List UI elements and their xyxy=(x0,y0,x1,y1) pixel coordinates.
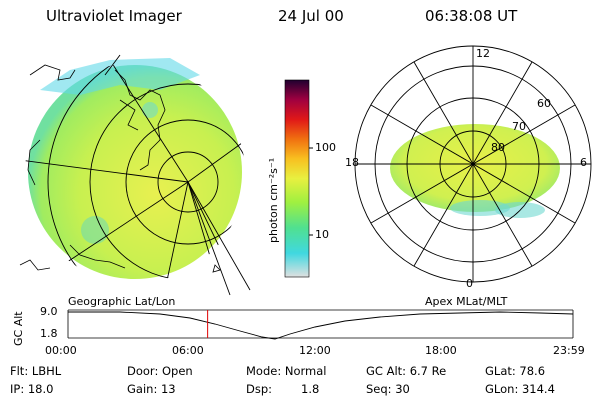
mlat-80-label: 80 xyxy=(491,141,505,154)
gain-info: Gain: 13 xyxy=(127,382,176,396)
apex-image xyxy=(390,124,560,218)
timeline-x-tick-1200: 12:00 xyxy=(299,344,331,357)
dsp-value: 1.8 xyxy=(301,382,320,396)
mlt-12-label: 12 xyxy=(476,47,490,60)
uv-emission-disk xyxy=(28,65,242,279)
mlt-6-label: 6 xyxy=(580,156,587,169)
instrument-title: Ultraviolet Imager xyxy=(46,7,182,25)
timeline-x-tick-0600: 06:00 xyxy=(172,344,204,357)
colorbar xyxy=(285,80,309,277)
apex-label: Apex MLat/MLT xyxy=(425,295,508,308)
ip-info: IP: 18.0 xyxy=(10,382,54,396)
seq-info: Seq: 30 xyxy=(366,382,410,396)
colorbar-tick-100: 100 xyxy=(315,141,336,154)
mlt-18-label: 18 xyxy=(345,156,359,169)
mode-info: Mode: Normal xyxy=(246,364,327,378)
colorbar-unit-label: photon cm⁻²s⁻¹ xyxy=(267,157,280,243)
geographic-image xyxy=(28,58,242,279)
timeline-y-tick-high: 9.0 xyxy=(40,305,58,318)
dsp-label: Dsp: xyxy=(246,382,273,396)
mlat-70-label: 70 xyxy=(512,120,526,133)
timeline-x-tick-1800: 18:00 xyxy=(425,344,457,357)
timeline-x-tick-0000: 00:00 xyxy=(45,344,77,357)
timeline-x-tick-2359: 23:59 xyxy=(553,344,585,357)
filter-info: Flt: LBHL xyxy=(10,364,62,378)
time-label: 06:38:08 UT xyxy=(425,7,518,25)
geographic-label: Geographic Lat/Lon xyxy=(68,295,176,308)
gc-alt-info: GC Alt: 6.7 Re xyxy=(366,364,447,378)
glon-info: GLon: 314.4 xyxy=(485,382,555,396)
timeline-y-tick-low: 1.8 xyxy=(40,327,58,340)
mlat-60-label: 60 xyxy=(537,97,551,110)
door-info: Door: Open xyxy=(127,364,193,378)
altitude-timeline xyxy=(67,309,574,340)
coastlines xyxy=(19,64,221,273)
uv-edge-cyan xyxy=(40,58,200,95)
date-label: 24 Jul 00 xyxy=(278,7,344,25)
timeline-y-label: GC Alt xyxy=(12,311,25,346)
mlt-0-label: 0 xyxy=(466,277,473,290)
colorbar-tick-10: 10 xyxy=(315,228,329,241)
polar-grid xyxy=(354,45,592,283)
glat-info: GLat: 78.6 xyxy=(485,364,546,378)
